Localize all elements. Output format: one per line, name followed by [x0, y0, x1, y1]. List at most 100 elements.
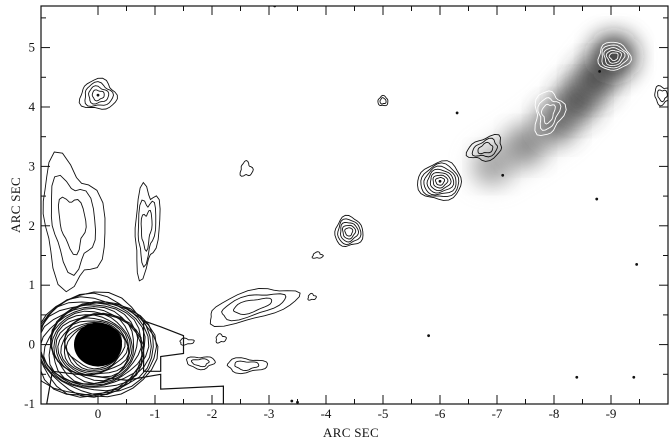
contour-line — [234, 360, 260, 371]
contour-line — [597, 41, 632, 71]
core-contour-line — [41, 296, 154, 398]
contour-line — [344, 227, 354, 237]
contour-line — [420, 162, 460, 198]
contour-line — [137, 199, 157, 268]
contour-line — [334, 214, 364, 247]
contour-line — [477, 141, 494, 155]
plot-frame — [40, 5, 669, 405]
contour-line — [57, 196, 87, 256]
x-tick-label: -5 — [378, 406, 389, 421]
contour-line — [471, 137, 498, 158]
core-contour-line — [60, 317, 130, 376]
source-knot-c — [534, 90, 567, 137]
source-small-lobe — [226, 357, 269, 375]
noise-contour — [311, 251, 324, 259]
contour-speck — [427, 334, 430, 338]
contour-line — [605, 49, 622, 64]
contour-line — [601, 44, 630, 69]
y-tick-label: 3 — [29, 158, 36, 173]
contour-line — [88, 85, 110, 105]
contour-line — [190, 358, 210, 368]
source-central — [334, 214, 364, 247]
contour-line — [603, 47, 626, 67]
contour-line — [429, 172, 452, 192]
contour-line — [379, 97, 387, 105]
contour-line — [84, 81, 114, 107]
contour-lines — [41, 6, 668, 404]
x-tick-label: -2 — [207, 406, 218, 421]
noise-contour — [215, 333, 227, 344]
contour-speck — [290, 399, 294, 403]
x-tick-label: -3 — [264, 406, 275, 421]
contour-line — [50, 174, 96, 276]
contour-line — [432, 174, 449, 189]
contour-line — [657, 89, 668, 103]
core-contour-line — [41, 301, 143, 388]
contour-line — [537, 97, 562, 131]
contour-line — [42, 151, 106, 293]
source-speck — [377, 94, 389, 107]
x-tick-label: -9 — [606, 406, 617, 421]
source-filament — [134, 181, 161, 282]
contour-line — [534, 90, 567, 137]
contour-line — [434, 177, 446, 186]
contour-line — [540, 103, 556, 125]
contour-line — [179, 337, 195, 346]
contour-line — [377, 94, 389, 107]
contour-line — [209, 288, 301, 327]
source-knot-d — [597, 41, 632, 71]
noise-contour — [179, 337, 195, 346]
x-tick-label: -8 — [549, 406, 560, 421]
contour-line — [221, 293, 287, 322]
contour-line — [134, 181, 161, 282]
contour-speck — [635, 263, 639, 266]
x-tick-label: -7 — [492, 406, 503, 421]
noise-contour — [239, 159, 254, 177]
contour-speck — [632, 375, 636, 379]
source-peak — [438, 179, 442, 183]
axis-ticks: 0 -1 -2 -3 -4 -5 -6 -7 -8 -9 -1 0 1 2 3 4 5 — [24, 6, 668, 421]
contour-line — [423, 165, 457, 196]
source-small-lobe — [186, 356, 216, 371]
source-northwest-extension — [42, 151, 106, 293]
contour-line — [215, 333, 227, 344]
contour-line — [91, 89, 105, 102]
core-extension-east — [143, 319, 185, 372]
x-tick-label: -6 — [435, 406, 446, 421]
x-tick-label: -1 — [150, 406, 161, 421]
y-tick-label: 4 — [29, 99, 36, 114]
contour-line — [233, 297, 273, 315]
x-axis-label: ARC SEC — [323, 425, 379, 440]
contour-line — [78, 77, 118, 110]
y-axis-label: ARC SEC — [8, 177, 23, 233]
contour-line — [337, 218, 362, 246]
contour-line — [340, 222, 360, 243]
contour-speck — [455, 111, 459, 115]
y-tick-label: -1 — [24, 396, 35, 411]
contour-line — [417, 160, 462, 201]
source-east-lobe — [209, 288, 301, 327]
jet-knot — [476, 151, 506, 181]
contour-line — [654, 85, 668, 107]
contour-line — [608, 52, 619, 62]
y-tick-label: 5 — [29, 40, 36, 55]
x-tick-label: 0 — [95, 406, 102, 421]
core-contour-line — [43, 304, 145, 388]
x-tick-label: -4 — [321, 406, 332, 421]
source-northwest — [78, 77, 118, 110]
core-contour-line — [55, 313, 131, 378]
contour-line — [226, 357, 269, 375]
y-tick-label: 1 — [29, 277, 36, 292]
core-saturated-peak — [74, 322, 122, 367]
core-extension-south — [46, 370, 224, 404]
contour-line — [307, 292, 317, 301]
core-contour-line — [41, 291, 159, 398]
contour-line — [311, 251, 324, 259]
contour-speck — [501, 173, 505, 177]
y-tick-label: 2 — [29, 218, 36, 233]
contour-line — [239, 159, 254, 177]
noise-contour — [307, 292, 317, 301]
core-contour-line — [41, 301, 146, 392]
contour-line — [342, 224, 357, 240]
